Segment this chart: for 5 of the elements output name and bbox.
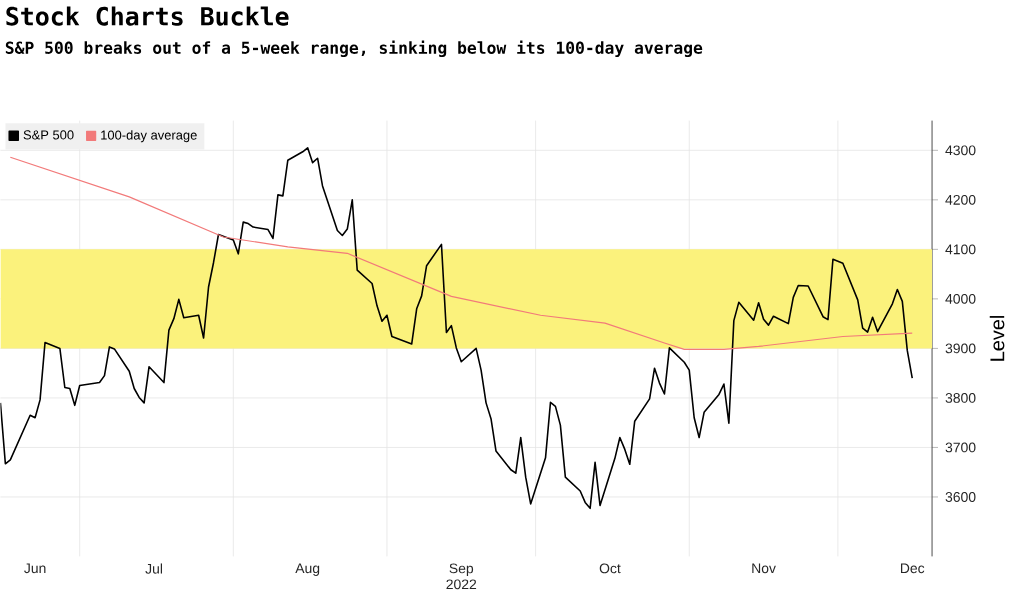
- y-axis-title: Level: [989, 316, 1005, 361]
- line-series: [9, 156, 913, 351]
- chart-subtitle: S&P 500 breaks out of a 5-week range, sinking below its 100-day average: [5, 40, 703, 58]
- chart-title: Stock Charts Buckle: [6, 6, 289, 26]
- line-series: [0, 147, 914, 510]
